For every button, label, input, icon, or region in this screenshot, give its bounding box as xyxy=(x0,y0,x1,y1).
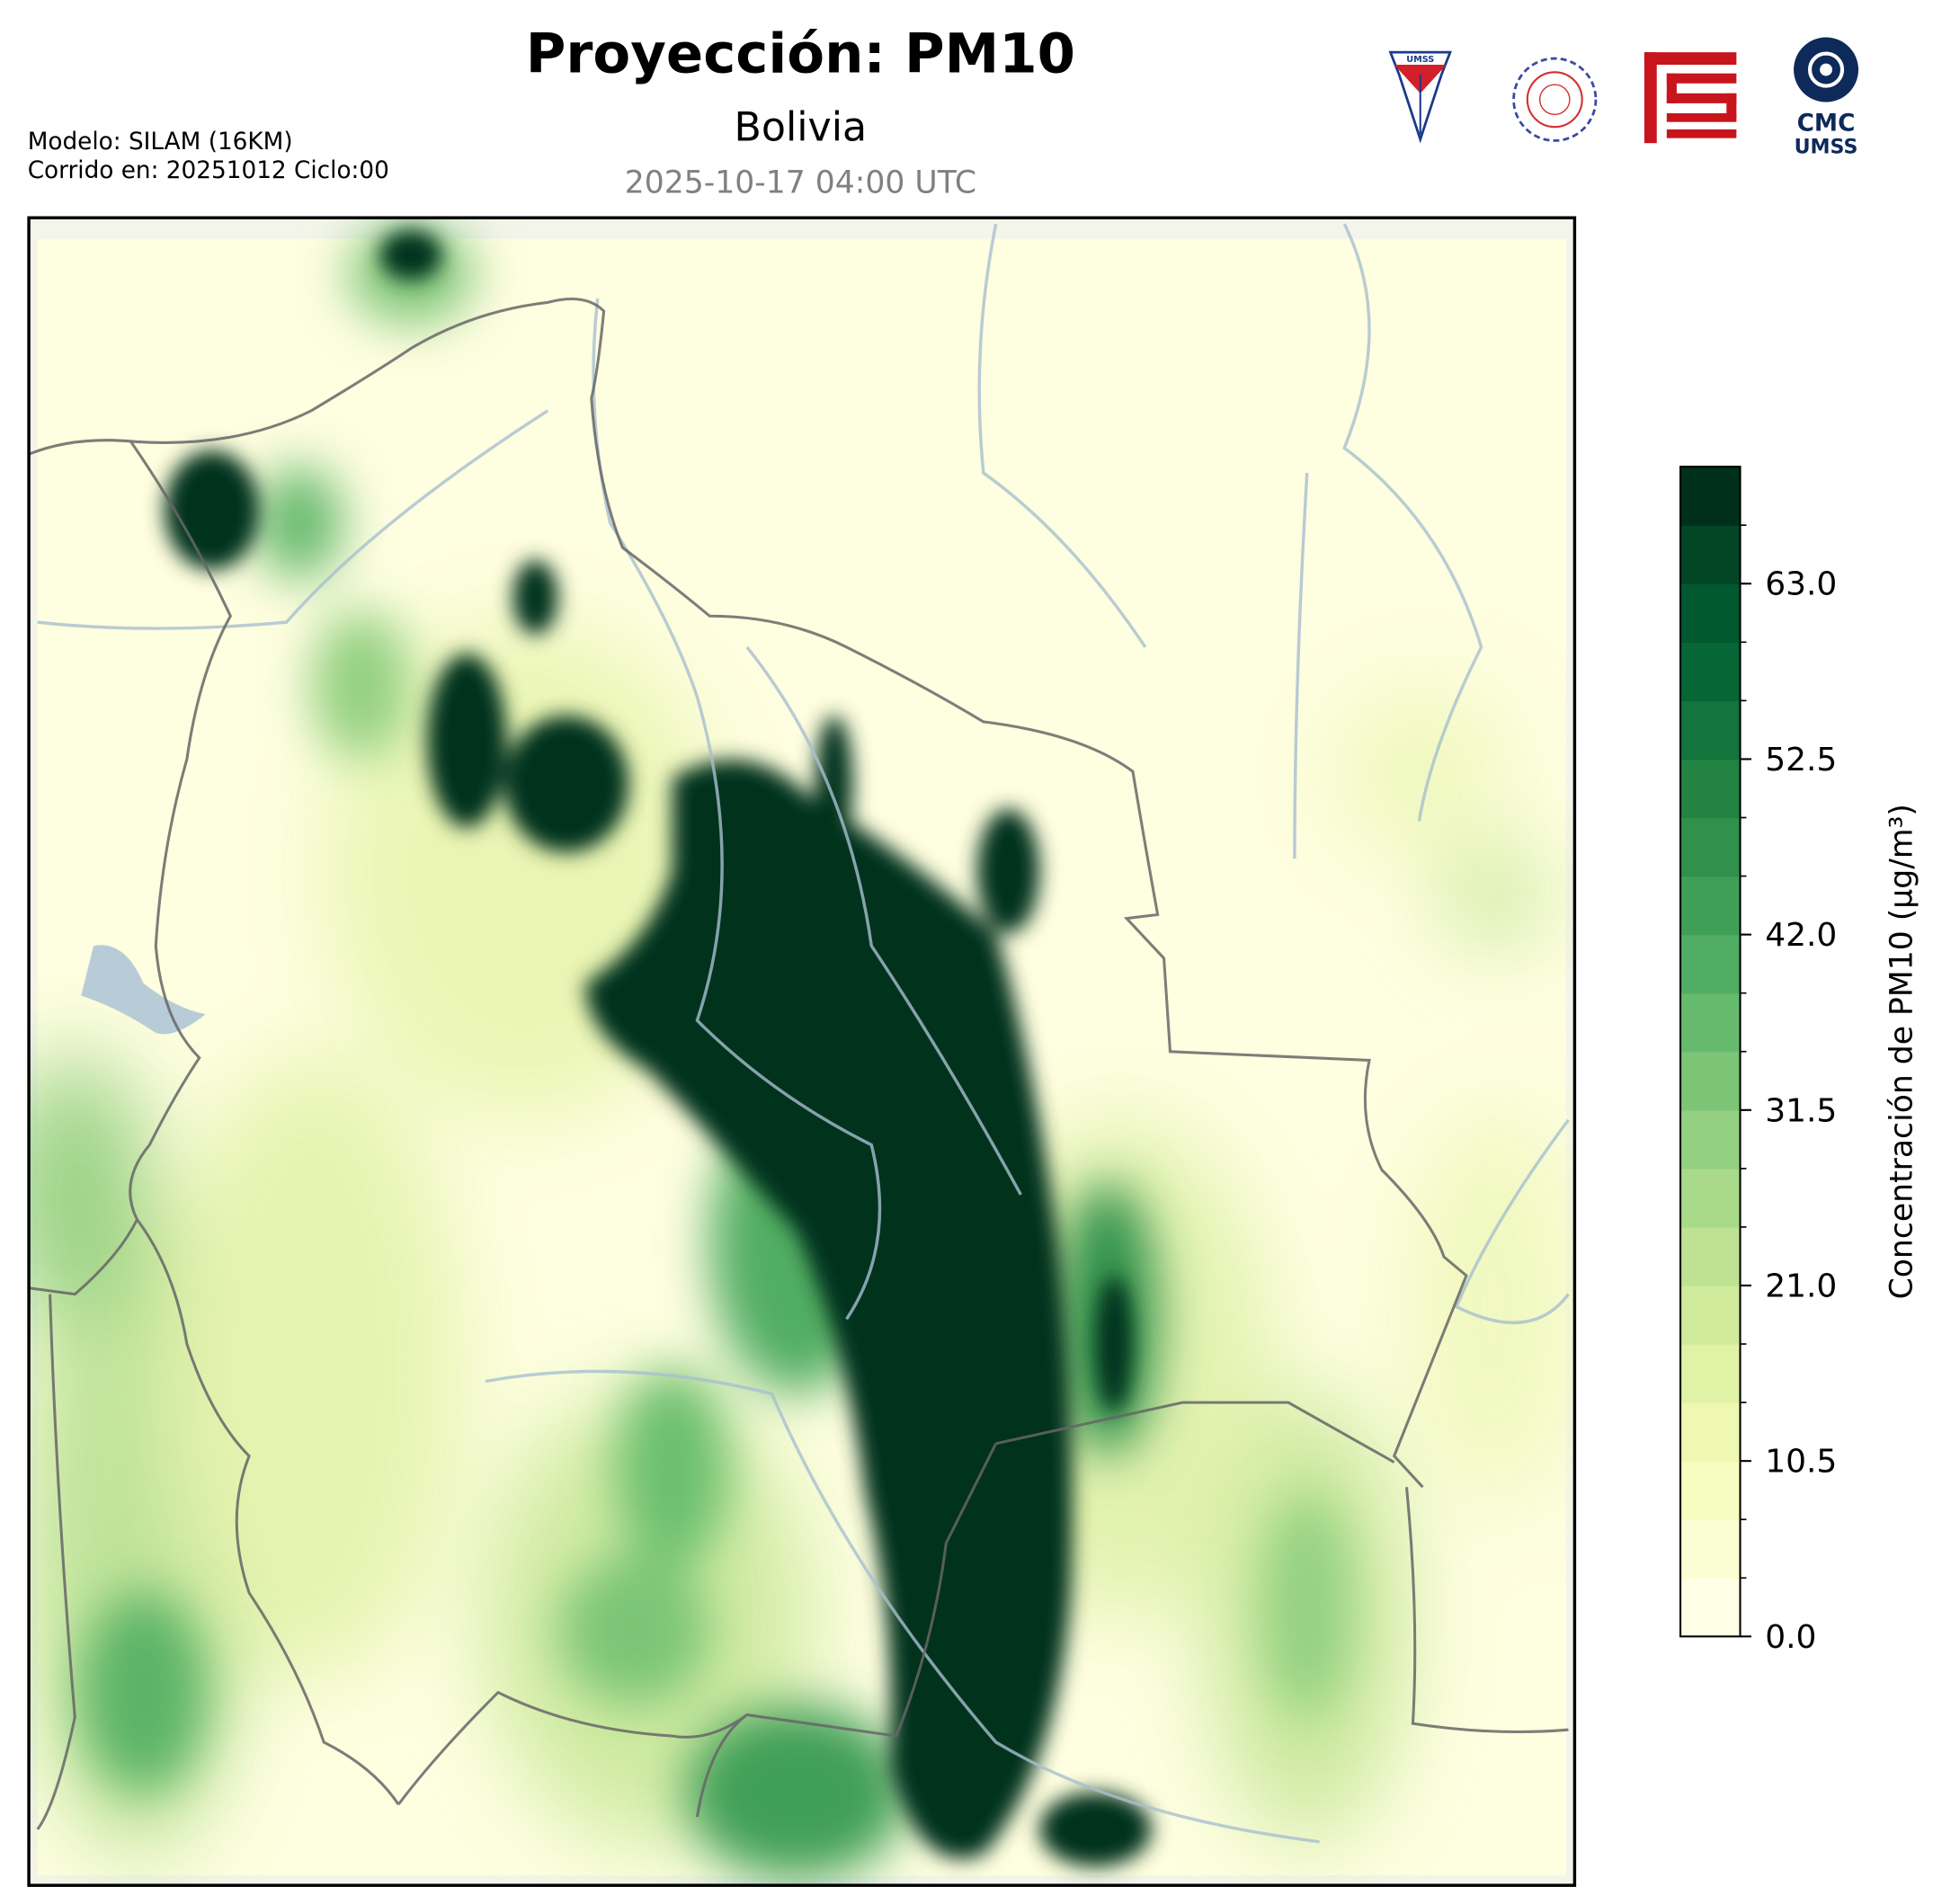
colorbar-band xyxy=(1680,992,1741,1053)
colorbar-band xyxy=(1680,1578,1741,1638)
logo-text: UMSS xyxy=(1406,55,1434,65)
tick-label: 21.0 xyxy=(1765,1268,1837,1304)
colorbar-band xyxy=(1680,1226,1741,1286)
lake xyxy=(81,945,206,1035)
colorbar-band xyxy=(1680,1285,1741,1345)
colorbar-band xyxy=(1680,1109,1741,1170)
colorbar-band xyxy=(1680,583,1741,643)
borders xyxy=(29,298,1569,1830)
logo-text: UMSS xyxy=(1795,135,1858,158)
model-info: Modelo: SILAM (16KM) xyxy=(28,129,293,156)
colorbar-band xyxy=(1680,1168,1741,1228)
colorbar-label: Concentración de PM10 (µg/m³) xyxy=(1884,804,1920,1299)
subtitle: Bolivia xyxy=(734,104,867,150)
colorbar-band xyxy=(1680,934,1741,994)
colorbar-band xyxy=(1680,1051,1741,1111)
rivers xyxy=(37,223,1570,1844)
colorbar-band xyxy=(1680,817,1741,877)
colorbar-band xyxy=(1680,642,1741,702)
logo-fcyt xyxy=(1644,52,1737,144)
valid-time: 2025-10-17 04:00 UTC xyxy=(625,165,976,201)
colorbar-band xyxy=(1680,876,1741,936)
colorbar: 0.0 10.5 21.0 31.5 42.0 52.5 63.0 xyxy=(1679,466,1837,1656)
tick-label: 63.0 xyxy=(1765,566,1837,603)
tick-label: 0.0 xyxy=(1765,1619,1816,1656)
colorbar-frame xyxy=(1679,466,1742,1638)
logo-fisica xyxy=(1512,57,1598,142)
logo-cmc: CMC UMSS xyxy=(1794,37,1859,158)
logo-text: CMC xyxy=(1797,110,1856,137)
colorbar-band xyxy=(1680,1519,1741,1579)
tick-label: 31.5 xyxy=(1765,1092,1837,1129)
colorbar-band xyxy=(1680,525,1741,584)
tick-label: 52.5 xyxy=(1765,742,1837,779)
colorbar-band xyxy=(1680,700,1741,761)
tick-label: 42.0 xyxy=(1765,917,1837,954)
run-info: Corrido en: 20251012 Ciclo:00 xyxy=(28,157,389,184)
colorbar-band xyxy=(1680,1402,1741,1462)
colorbar-band xyxy=(1680,759,1741,819)
map xyxy=(29,218,1575,1886)
map-frame xyxy=(27,216,1577,1887)
colorbar-band xyxy=(1680,1461,1741,1520)
title: Proyección: PM10 xyxy=(526,22,1075,85)
tick-label: 10.5 xyxy=(1765,1444,1837,1481)
colorbar-band xyxy=(1680,1344,1741,1403)
colorbar-band xyxy=(1680,467,1741,526)
logo-umss: UMSS xyxy=(1388,50,1452,144)
